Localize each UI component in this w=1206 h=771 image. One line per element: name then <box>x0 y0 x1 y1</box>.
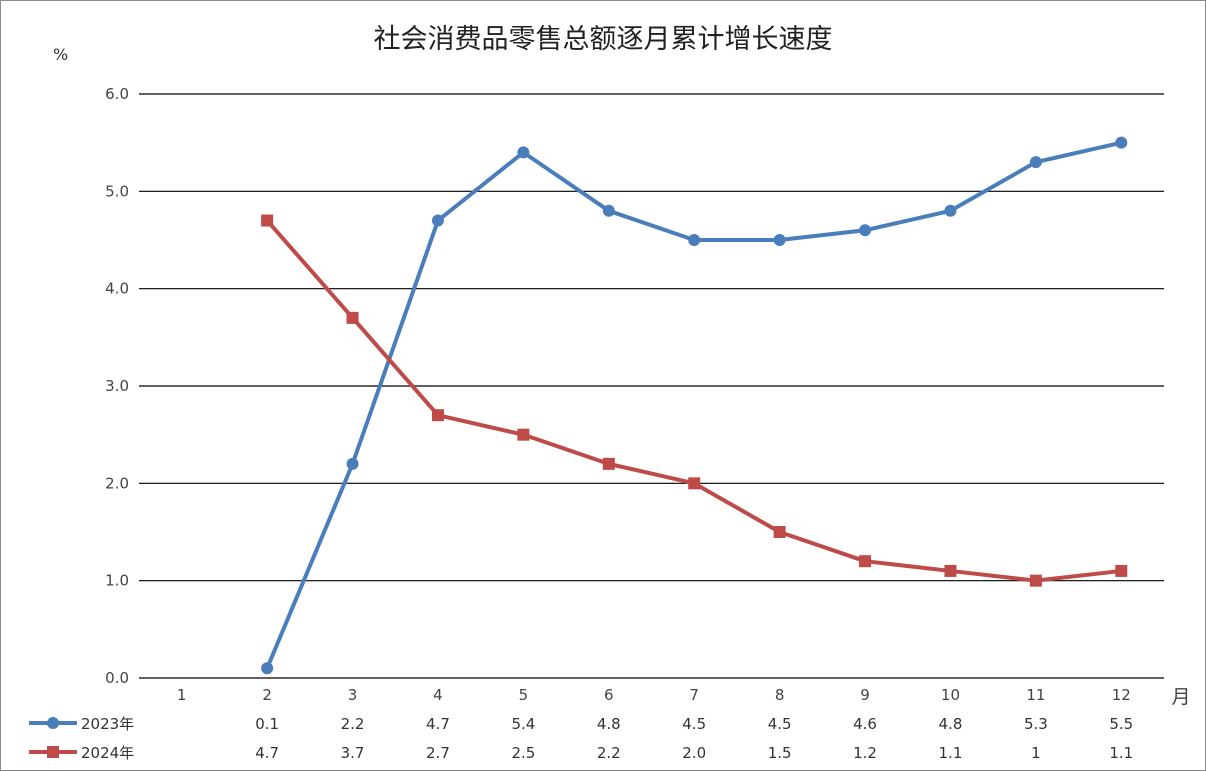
data-point <box>773 234 786 246</box>
x-tick-label: 7 <box>689 686 699 704</box>
x-tick-label: 1 <box>177 686 187 704</box>
table-value: 1.1 <box>1109 744 1133 762</box>
data-point <box>859 555 872 568</box>
table-value: 1.2 <box>853 744 877 762</box>
table-value: 2.2 <box>597 744 621 762</box>
legend-label: 2024年 <box>81 744 134 762</box>
y-tick-label: 3.0 <box>105 377 129 395</box>
y-tick-label: 5.0 <box>105 182 129 200</box>
data-point <box>1029 156 1042 169</box>
data-point <box>1029 574 1042 587</box>
data-point <box>261 214 274 227</box>
data-point <box>688 234 701 246</box>
data-point <box>261 662 274 675</box>
table-value: 2.2 <box>341 715 365 733</box>
chart-title: 社会消费品零售总额逐月累计增长速度 <box>373 24 833 55</box>
table-value: 4.8 <box>597 715 621 733</box>
x-tick-label: 12 <box>1112 686 1131 704</box>
table-value: 2.0 <box>682 744 706 762</box>
y-tick-label: 1.0 <box>105 572 129 590</box>
x-tick-label: 9 <box>860 686 870 704</box>
table-value: 1.5 <box>768 744 792 762</box>
table-value: 4.5 <box>768 715 792 733</box>
data-point <box>517 146 530 159</box>
data-point <box>773 526 786 538</box>
legend-marker <box>47 717 59 729</box>
y-axis-unit: % <box>53 45 69 64</box>
x-tick-label: 8 <box>775 686 785 704</box>
table-value: 4.8 <box>939 715 963 733</box>
x-tick-label: 11 <box>1026 686 1045 704</box>
data-point <box>859 224 872 237</box>
table-value: 1 <box>1031 744 1041 762</box>
table-value: 5.4 <box>511 715 535 733</box>
x-tick-label: 3 <box>348 686 358 704</box>
data-point <box>431 409 444 422</box>
data-point <box>431 214 444 227</box>
legend-marker <box>47 746 59 758</box>
table-value: 4.6 <box>853 715 877 733</box>
data-point <box>602 204 615 217</box>
data-point <box>346 311 359 324</box>
series-line-2023年 <box>265 140 1122 670</box>
table-value: 2.7 <box>426 744 450 762</box>
data-point <box>517 428 530 441</box>
data-point <box>1115 564 1128 577</box>
x-tick-label: 10 <box>941 686 960 704</box>
x-axis-unit: 月 <box>1171 686 1190 708</box>
table-value: 5.3 <box>1024 715 1048 733</box>
table-value: 1.1 <box>939 744 963 762</box>
data-point <box>346 457 359 470</box>
table-value: 3.7 <box>341 744 365 762</box>
data-point <box>944 204 957 217</box>
x-tick-label: 5 <box>519 686 529 704</box>
x-tick-label: 6 <box>604 686 614 704</box>
series-line-2024年 <box>265 219 1122 583</box>
table-value: 4.7 <box>255 744 279 762</box>
legend-label: 2023年 <box>81 715 134 733</box>
table-value: 5.5 <box>1109 715 1133 733</box>
table-value: 4.7 <box>426 715 450 733</box>
data-point <box>688 477 701 490</box>
y-tick-label: 4.0 <box>105 280 129 298</box>
y-tick-label: 0.0 <box>105 669 129 687</box>
data-point <box>944 564 957 577</box>
table-value: 2.5 <box>511 744 535 762</box>
data-point <box>1115 136 1128 149</box>
table-value: 4.5 <box>682 715 706 733</box>
table-value: 0.1 <box>255 715 279 733</box>
y-tick-label: 2.0 <box>105 474 129 492</box>
x-tick-label: 4 <box>433 686 443 704</box>
y-tick-label: 6.0 <box>105 85 129 103</box>
x-tick-label: 2 <box>262 686 272 704</box>
data-point <box>602 457 615 470</box>
